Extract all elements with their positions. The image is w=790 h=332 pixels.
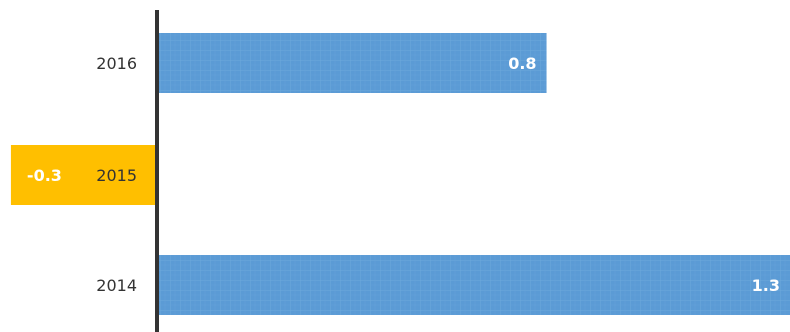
bar-2014	[157, 255, 790, 315]
bars-group	[10, 33, 790, 315]
labels-group: 2016 0.8 2015 -0.3 2014 1.3	[27, 54, 780, 295]
category-label-2015: 2015	[96, 166, 137, 185]
value-label-2016: 0.8	[508, 54, 536, 73]
bar-2016	[157, 33, 547, 93]
bar-2015	[10, 145, 157, 205]
value-label-2015: -0.3	[27, 166, 62, 185]
category-label-2016: 2016	[96, 54, 137, 73]
category-label-2014: 2014	[96, 276, 137, 295]
value-label-2014: 1.3	[752, 276, 780, 295]
